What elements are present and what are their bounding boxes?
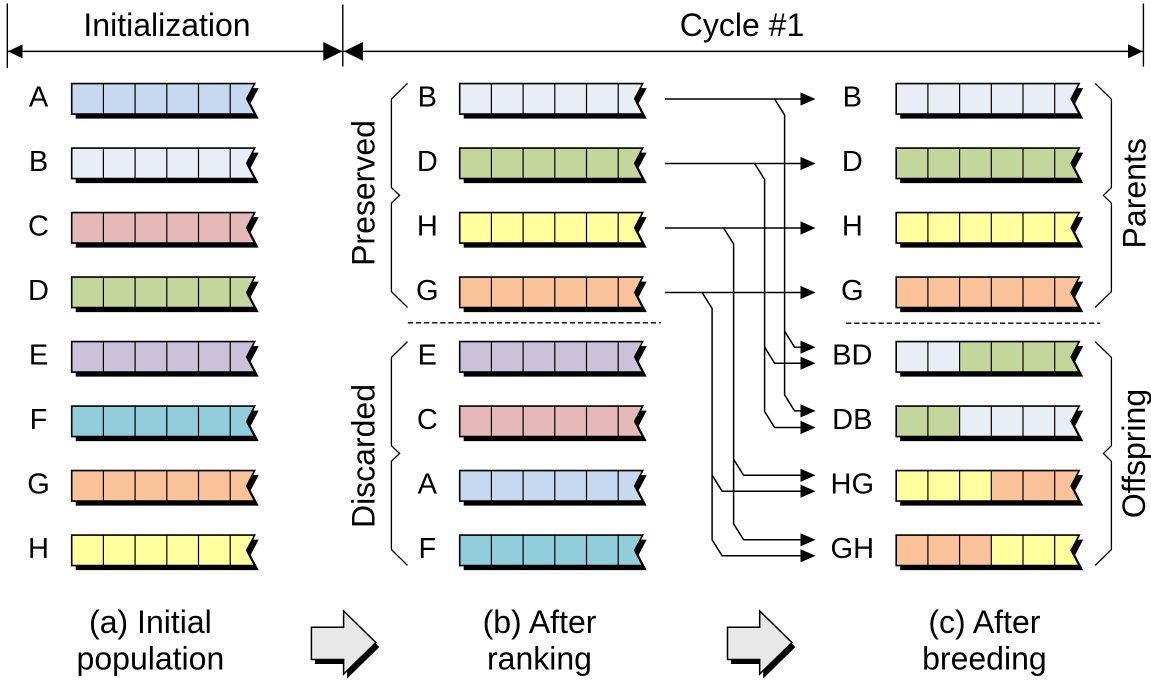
svg-text:E: E [29,340,48,372]
svg-text:GH: GH [831,533,875,565]
svg-text:D: D [842,146,863,178]
svg-text:(a) Initial: (a) Initial [89,604,212,640]
svg-text:(c) After: (c) After [928,604,1040,640]
svg-text:C: C [417,404,438,436]
svg-text:E: E [418,340,437,372]
svg-text:H: H [842,211,863,243]
svg-text:A: A [418,469,438,501]
svg-text:ranking: ranking [487,641,592,677]
svg-text:G: G [27,469,50,501]
svg-text:B: B [843,82,862,114]
svg-text:HG: HG [831,469,875,501]
svg-text:(b) After: (b) After [483,604,597,640]
svg-text:Parents: Parents [1117,138,1151,248]
svg-text:A: A [29,82,49,114]
svg-text:Cycle #1: Cycle #1 [680,7,805,43]
svg-text:D: D [28,275,49,307]
svg-text:Discarded: Discarded [346,384,382,528]
svg-text:BD: BD [832,340,872,372]
svg-text:Initialization: Initialization [83,7,250,43]
svg-text:G: G [841,275,864,307]
svg-text:F: F [30,404,48,436]
svg-text:breeding: breeding [922,641,1047,677]
svg-text:F: F [418,533,436,565]
svg-text:Offspring: Offspring [1116,389,1151,518]
svg-text:B: B [418,82,437,114]
svg-text:population: population [77,641,225,677]
svg-text:C: C [28,211,49,243]
svg-text:H: H [417,211,438,243]
svg-text:G: G [416,275,439,307]
svg-text:B: B [29,146,48,178]
svg-text:H: H [28,533,49,565]
svg-text:DB: DB [832,404,872,436]
svg-text:Preserved: Preserved [346,120,382,266]
svg-text:D: D [417,146,438,178]
